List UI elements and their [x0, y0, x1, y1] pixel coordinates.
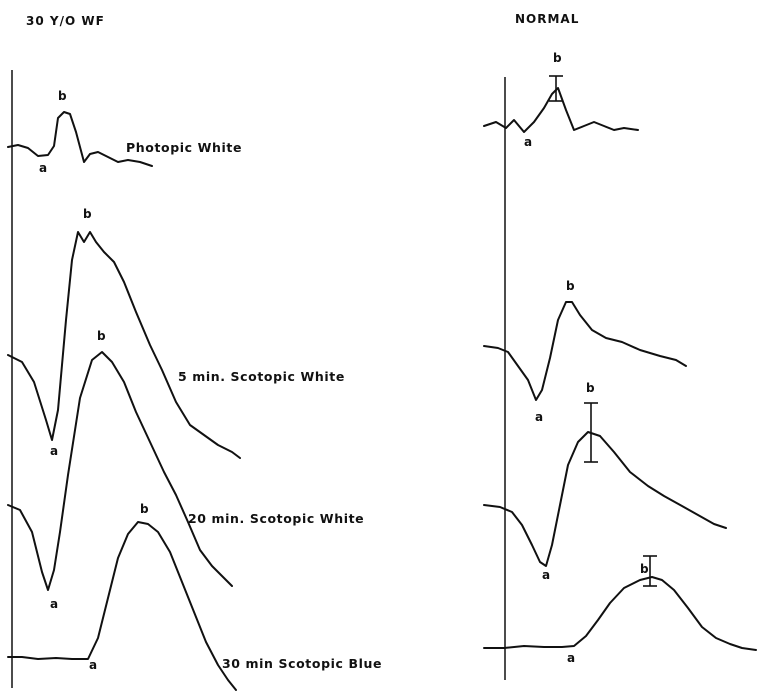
trace-normal-5min: [483, 301, 687, 401]
b-wave-label: b: [553, 51, 562, 65]
b-wave-label: b: [140, 502, 149, 516]
b-wave-label: b: [58, 89, 67, 103]
a-wave-label: a: [535, 410, 543, 424]
a-wave-label: a: [50, 444, 58, 458]
left-panel-title: 30 Y/O WF: [26, 14, 105, 28]
trace-normal-20min: [483, 431, 727, 567]
error-bar: [643, 555, 657, 587]
error-bar: [584, 402, 598, 463]
right-panel-title: NORMAL: [515, 12, 579, 26]
label-photopic-white: Photopic White: [126, 140, 242, 155]
trace-photopic-white: [7, 111, 153, 167]
a-wave-label: a: [50, 597, 58, 611]
label-5min-scotopic-white: 5 min. Scotopic White: [178, 369, 345, 384]
b-wave-label: b: [640, 562, 649, 576]
b-wave-label: b: [566, 279, 575, 293]
trace-normal-30min: [483, 576, 757, 651]
b-wave-label: b: [586, 381, 595, 395]
a-wave-label: a: [89, 658, 97, 672]
trace-5min-scotopic-white: [7, 231, 241, 459]
a-wave-label: a: [542, 568, 550, 582]
trace-30min-scotopic-blue: [7, 521, 237, 691]
a-wave-label: a: [524, 135, 532, 149]
label-30min-scotopic-blue: 30 min Scotopic Blue: [222, 656, 382, 671]
a-wave-label: a: [39, 161, 47, 175]
b-wave-label: b: [97, 329, 106, 343]
b-wave-label: b: [83, 207, 92, 221]
trace-20min-scotopic-white: [7, 351, 233, 591]
error-bar: [549, 75, 563, 102]
label-20min-scotopic-white: 20 min. Scotopic White: [188, 511, 364, 526]
a-wave-label: a: [567, 651, 575, 665]
trace-normal-photopic: [483, 87, 639, 133]
